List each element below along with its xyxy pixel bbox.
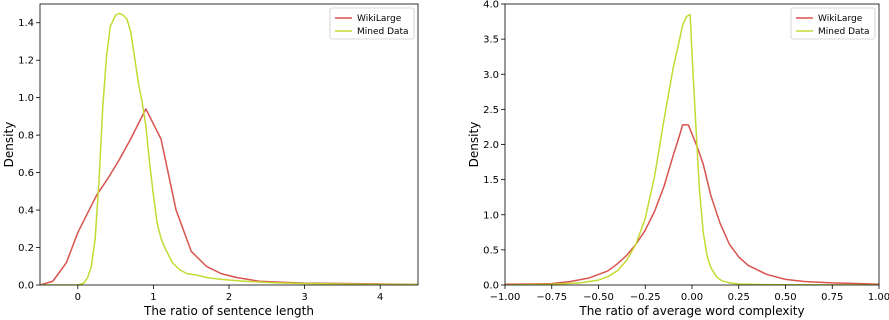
series-line-mined-data — [505, 13, 879, 285]
x-tick-label: 4 — [377, 292, 383, 303]
y-tick-label: 4.0 — [483, 0, 499, 11]
x-axis-title: The ratio of average word complexity — [578, 304, 804, 318]
x-tick-label: −0.50 — [583, 292, 614, 303]
x-tick-label: 0.50 — [774, 292, 796, 303]
y-tick-label: 3.5 — [483, 35, 499, 46]
legend-label: Mined Data — [357, 27, 409, 37]
x-tick-label: −1.00 — [490, 292, 521, 303]
x-tick-label: −0.75 — [536, 292, 567, 303]
legend-label: Mined Data — [818, 27, 870, 37]
y-tick-label: 1.0 — [18, 93, 34, 104]
y-tick-label: 0.5 — [483, 245, 499, 256]
y-tick-label: 2.0 — [483, 140, 499, 151]
series-line-mined-data — [40, 12, 418, 285]
chart-panel-2: −1.00 −0.75 −0.50 −0.25 0.00 0.25 0.50 0.75 1.00… — [467, 0, 889, 318]
plot-frame — [39, 3, 419, 286]
x-tick-label: 0.00 — [681, 292, 703, 303]
y-tick-label: 1.2 — [18, 56, 34, 67]
legend: WikiLarge Mined Data — [329, 7, 415, 40]
legend-label: WikiLarge — [818, 14, 863, 24]
legend: WikiLarge Mined Data — [790, 7, 876, 40]
x-tick-label: 1 — [150, 292, 156, 303]
y-tick-label: 1.5 — [483, 175, 499, 186]
x-tick-label: 0.75 — [821, 292, 843, 303]
y-axis-title: Density — [467, 122, 481, 168]
x-tick-label: 3 — [301, 292, 307, 303]
series-line-wikilarge — [40, 108, 418, 285]
y-tick-label: 0.0 — [18, 281, 34, 292]
y-tick-label: 0.8 — [18, 131, 34, 142]
y-tick-label: 1.0 — [483, 210, 499, 221]
y-tick-label: 3.0 — [483, 70, 499, 81]
chart-panel-1: 0 1 2 3 4 0.0 0.2 0.4 0.6 0.8 1.0 1.2 1.4 The ratio o… — [2, 3, 419, 318]
x-tick-label: −0.25 — [630, 292, 661, 303]
y-tick-label: 2.5 — [483, 105, 499, 116]
y-tick-label: 1.4 — [18, 18, 34, 29]
x-axis-title: The ratio of sentence length — [143, 304, 314, 318]
x-tick-label: 2 — [226, 292, 232, 303]
y-tick-label: 0.4 — [18, 206, 34, 217]
x-tick-label: 0 — [75, 292, 81, 303]
y-tick-label: 0.6 — [18, 168, 34, 179]
series-line-wikilarge — [505, 124, 879, 285]
y-tick-label: 0.0 — [483, 281, 499, 292]
legend-label: WikiLarge — [357, 14, 402, 24]
y-axis-title: Density — [2, 122, 16, 168]
y-tick-label: 0.2 — [18, 243, 34, 254]
x-tick-label: 0.25 — [728, 292, 750, 303]
x-tick-label: 1.00 — [868, 292, 889, 303]
